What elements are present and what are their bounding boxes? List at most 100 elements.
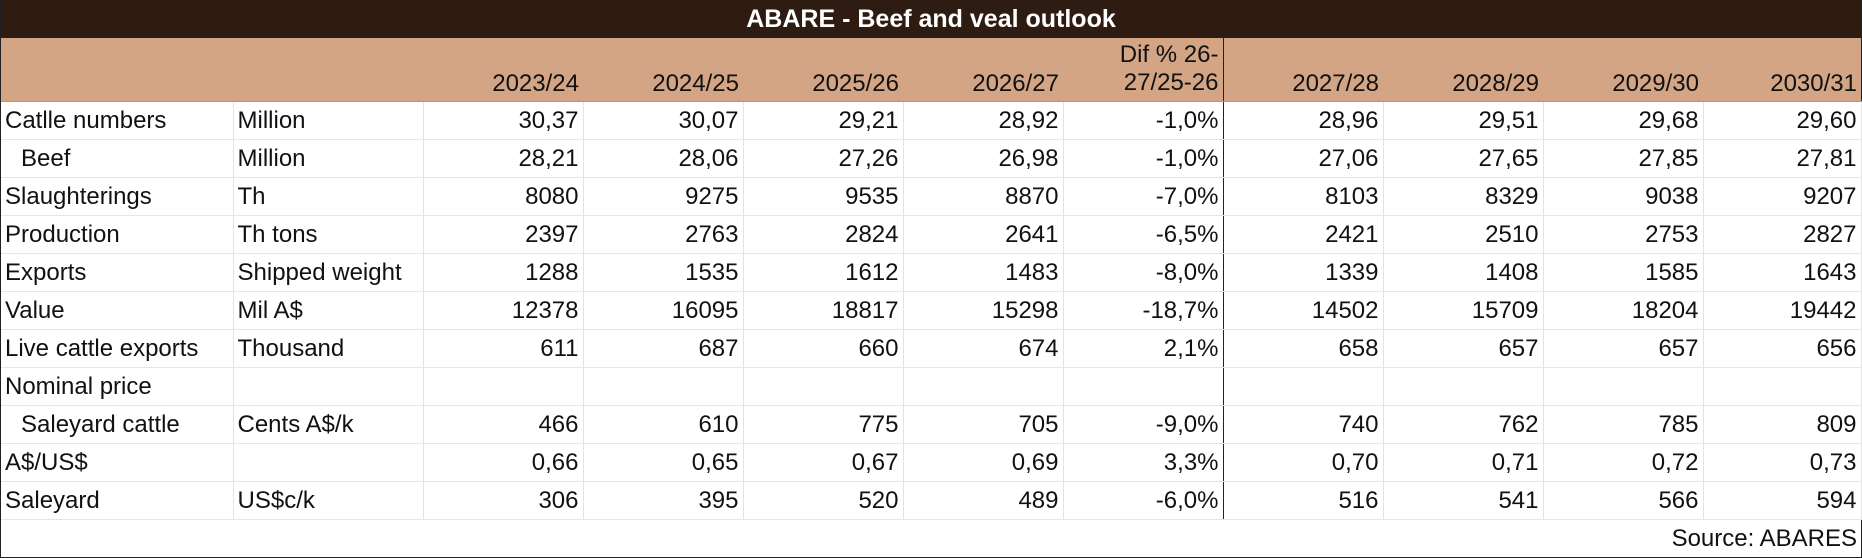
value-cell: 28,92 bbox=[903, 101, 1064, 140]
value-cell bbox=[583, 366, 744, 406]
row-unit bbox=[233, 443, 424, 482]
value-cell: 29,60 bbox=[1703, 101, 1862, 140]
table-row: Catlle numbers Million 30,37 30,07 29,21 28,9… bbox=[1, 101, 1862, 140]
value-cell: 657 bbox=[1383, 329, 1544, 368]
header-year: 2026/27 bbox=[903, 38, 1063, 102]
table-row: Saleyard cattle Cents A$/k 466 610 775 705 -9,… bbox=[1, 405, 1862, 444]
value-cell: 18817 bbox=[743, 291, 904, 330]
table-row: Slaughterings Th 8080 9275 9535 8870 -7,0% 8103… bbox=[1, 177, 1862, 216]
value-cell bbox=[743, 366, 904, 406]
table-row: Beef Million 28,21 28,06 27,26 26,98 -1,0% 27,0… bbox=[1, 139, 1862, 178]
value-cell: 2510 bbox=[1383, 215, 1544, 254]
header-label-cell bbox=[1, 38, 233, 102]
row-unit: US$c/k bbox=[233, 481, 424, 520]
row-label: Production bbox=[1, 215, 234, 254]
table-row: A$/US$ 0,66 0,65 0,67 0,69 3,3% 0,70 0,71 0,72 0,… bbox=[1, 443, 1862, 482]
value-cell: 9038 bbox=[1543, 177, 1704, 216]
value-cell: 0,73 bbox=[1703, 443, 1862, 482]
row-label: Nominal price bbox=[1, 366, 234, 406]
value-cell: 0,70 bbox=[1223, 443, 1384, 482]
row-label: Live cattle exports bbox=[1, 329, 234, 368]
dif-cell: 3,3% bbox=[1063, 443, 1224, 482]
value-cell: 740 bbox=[1223, 405, 1384, 444]
value-cell: 15709 bbox=[1383, 291, 1544, 330]
value-cell: 2827 bbox=[1703, 215, 1862, 254]
value-cell: 466 bbox=[423, 405, 584, 444]
header-year: 2029/30 bbox=[1543, 38, 1703, 102]
value-cell: 29,68 bbox=[1543, 101, 1704, 140]
value-cell: 0,69 bbox=[903, 443, 1064, 482]
table-row: Live cattle exports Thousand 611 687 660 674 2… bbox=[1, 329, 1862, 368]
dif-cell: -1,0% bbox=[1063, 139, 1224, 178]
value-cell: 27,81 bbox=[1703, 139, 1862, 178]
row-unit: Million bbox=[233, 101, 424, 140]
header-dif: Dif % 26-27/25-26 bbox=[1063, 38, 1224, 102]
value-cell: 12378 bbox=[423, 291, 584, 330]
value-cell: 705 bbox=[903, 405, 1064, 444]
value-cell: 15298 bbox=[903, 291, 1064, 330]
value-cell: 1612 bbox=[743, 252, 904, 292]
table-row: Value Mil A$ 12378 16095 18817 15298 -18,7% 145… bbox=[1, 291, 1862, 330]
value-cell: 1585 bbox=[1543, 252, 1704, 292]
table-row: Exports Shipped weight 1288 1535 1612 1483 -8,… bbox=[1, 252, 1862, 292]
header-year: 2025/26 bbox=[743, 38, 903, 102]
value-cell: 2421 bbox=[1223, 215, 1384, 254]
value-cell: 516 bbox=[1223, 481, 1384, 520]
dif-cell: -7,0% bbox=[1063, 177, 1224, 216]
value-cell: 687 bbox=[583, 329, 744, 368]
value-cell bbox=[903, 366, 1064, 406]
row-unit: Cents A$/k bbox=[233, 405, 424, 444]
value-cell: 594 bbox=[1703, 481, 1862, 520]
value-cell bbox=[1383, 366, 1544, 406]
value-cell: 0,66 bbox=[423, 443, 584, 482]
value-cell: 8870 bbox=[903, 177, 1064, 216]
value-cell: 489 bbox=[903, 481, 1064, 520]
value-cell: 8080 bbox=[423, 177, 584, 216]
value-cell: 656 bbox=[1703, 329, 1862, 368]
value-cell: 9535 bbox=[743, 177, 904, 216]
value-cell: 1483 bbox=[903, 252, 1064, 292]
dif-cell: -18,7% bbox=[1063, 291, 1224, 330]
dif-cell: -9,0% bbox=[1063, 405, 1224, 444]
value-cell: 18204 bbox=[1543, 291, 1704, 330]
header-year: 2024/25 bbox=[583, 38, 743, 102]
value-cell: 674 bbox=[903, 329, 1064, 368]
row-unit: Th bbox=[233, 177, 424, 216]
value-cell: 2397 bbox=[423, 215, 584, 254]
value-cell: 16095 bbox=[583, 291, 744, 330]
value-cell: 2641 bbox=[903, 215, 1064, 254]
source-row: Source: ABARES bbox=[1, 519, 1861, 557]
value-cell: 775 bbox=[743, 405, 904, 444]
table-title: ABARE - Beef and veal outlook bbox=[1, 0, 1861, 38]
row-unit: Th tons bbox=[233, 215, 424, 254]
value-cell: 27,65 bbox=[1383, 139, 1544, 178]
value-cell: 27,06 bbox=[1223, 139, 1384, 178]
value-cell: 658 bbox=[1223, 329, 1384, 368]
value-cell: 28,06 bbox=[583, 139, 744, 178]
value-cell: 29,51 bbox=[1383, 101, 1544, 140]
header-year: 2030/31 bbox=[1703, 38, 1861, 102]
value-cell: 2824 bbox=[743, 215, 904, 254]
value-cell: 27,85 bbox=[1543, 139, 1704, 178]
value-cell: 809 bbox=[1703, 405, 1862, 444]
value-cell: 2753 bbox=[1543, 215, 1704, 254]
value-cell bbox=[1703, 366, 1862, 406]
value-cell: 9207 bbox=[1703, 177, 1862, 216]
value-cell: 28,96 bbox=[1223, 101, 1384, 140]
value-cell: 1288 bbox=[423, 252, 584, 292]
value-cell: 395 bbox=[583, 481, 744, 520]
value-cell: 9275 bbox=[583, 177, 744, 216]
row-label: A$/US$ bbox=[1, 443, 234, 482]
value-cell: 28,21 bbox=[423, 139, 584, 178]
row-label: Exports bbox=[1, 252, 234, 292]
value-cell: 1535 bbox=[583, 252, 744, 292]
row-unit: Mil A$ bbox=[233, 291, 424, 330]
value-cell: 26,98 bbox=[903, 139, 1064, 178]
value-cell: 8103 bbox=[1223, 177, 1384, 216]
value-cell: 27,26 bbox=[743, 139, 904, 178]
row-label: Catlle numbers bbox=[1, 101, 234, 140]
row-label: Value bbox=[1, 291, 234, 330]
header-year: 2023/24 bbox=[423, 38, 583, 102]
value-cell: 0,71 bbox=[1383, 443, 1544, 482]
